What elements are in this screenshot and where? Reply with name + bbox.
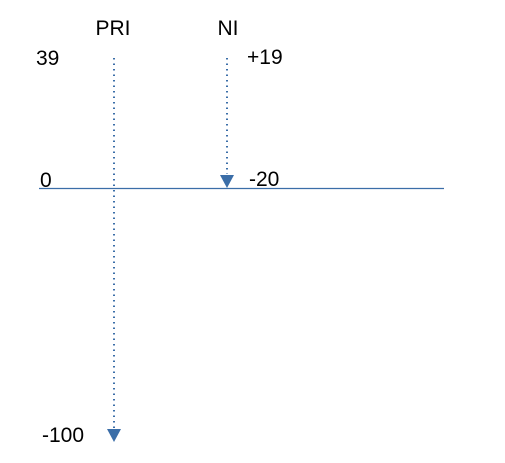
pri-end-value: -100 [42, 424, 84, 447]
pri-start-value: 39 [36, 47, 59, 70]
baseline-label: 0 [40, 169, 52, 192]
triangle-down-icon [220, 175, 234, 188]
ni-start-value: +19 [247, 46, 283, 69]
ni-end-value: -20 [249, 168, 279, 191]
pri-column-label: PRI [95, 17, 130, 40]
triangle-down-icon [107, 429, 121, 442]
ni-column-label: NI [218, 17, 239, 40]
